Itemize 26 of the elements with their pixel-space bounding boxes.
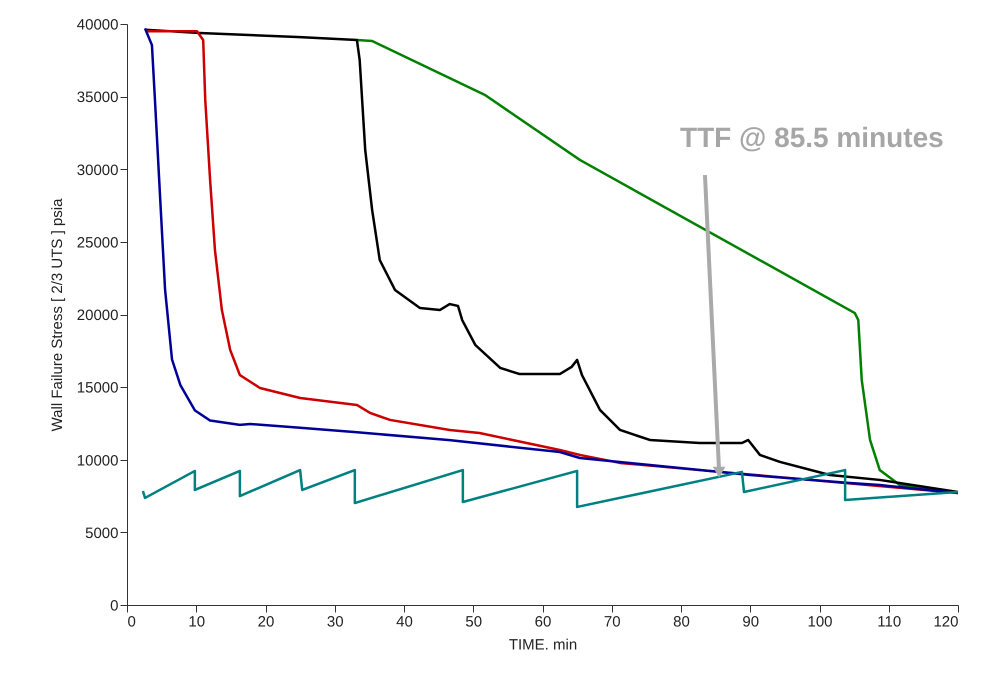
x-tick-label: 70	[604, 614, 621, 630]
x-tick-label: 90	[742, 614, 760, 630]
annotation: TTF @ 85.5 minutes	[680, 122, 944, 154]
y-tick-label: 0	[110, 598, 118, 614]
y-tick-label: 30000	[76, 162, 118, 179]
x-tick-label: 110	[877, 614, 902, 630]
y-tick-label: 20000	[76, 307, 118, 324]
x-tick-label: 30	[326, 614, 344, 630]
x-axis-title: TIME. min	[508, 636, 578, 654]
x-tick-label: 40	[396, 614, 413, 630]
x-tick-label: 60	[534, 614, 552, 630]
y-axis-title: Wall Failure Stress [ 2/3 UTS ] psia	[48, 198, 66, 432]
y-tick-label: 25000	[76, 234, 118, 252]
y-tick-label: 40000	[76, 16, 118, 34]
x-tick-label: 120	[933, 614, 958, 630]
y-tick-label: 15000	[76, 380, 118, 397]
x-tick-label: 100	[807, 614, 833, 630]
x-tick-label: 0	[128, 614, 136, 630]
y-tick-label: 10000	[76, 452, 118, 470]
y-tick-label: 5000	[85, 524, 118, 542]
x-tick-label: 20	[258, 614, 274, 630]
line-series	[142, 468, 958, 508]
y-tick-label: 35000	[76, 89, 118, 106]
x-tick-label: 50	[465, 614, 482, 630]
x-tick-label: 10	[188, 614, 206, 630]
x-tick-label: 80	[673, 614, 690, 630]
